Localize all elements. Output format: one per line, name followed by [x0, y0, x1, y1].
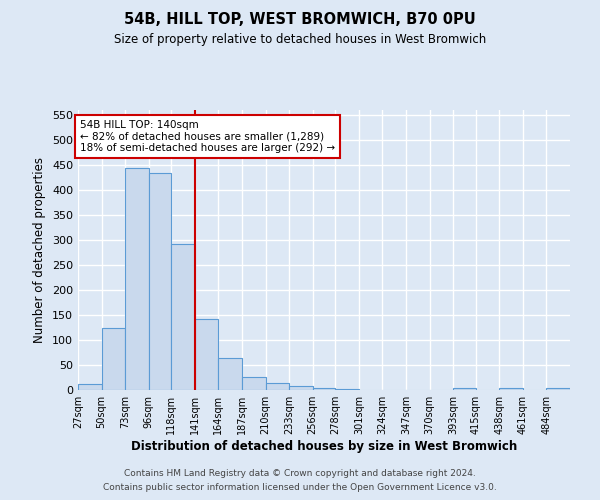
- Text: Contains HM Land Registry data © Crown copyright and database right 2024.: Contains HM Land Registry data © Crown c…: [124, 468, 476, 477]
- Bar: [218, 358, 242, 390]
- Text: 54B HILL TOP: 140sqm
← 82% of detached houses are smaller (1,289)
18% of semi-de: 54B HILL TOP: 140sqm ← 82% of detached h…: [80, 120, 335, 153]
- Y-axis label: Number of detached properties: Number of detached properties: [34, 157, 46, 343]
- X-axis label: Distribution of detached houses by size in West Bromwich: Distribution of detached houses by size …: [131, 440, 517, 453]
- Bar: [149, 172, 171, 390]
- Text: 54B, HILL TOP, WEST BROMWICH, B70 0PU: 54B, HILL TOP, WEST BROMWICH, B70 0PU: [124, 12, 476, 28]
- Bar: [289, 386, 313, 390]
- Bar: [499, 388, 523, 390]
- Bar: [547, 388, 570, 390]
- Bar: [242, 376, 266, 390]
- Bar: [313, 388, 335, 390]
- Bar: [125, 168, 149, 390]
- Bar: [335, 388, 359, 390]
- Bar: [171, 244, 195, 390]
- Bar: [266, 383, 289, 390]
- Bar: [453, 388, 476, 390]
- Bar: [101, 328, 125, 390]
- Text: Contains public sector information licensed under the Open Government Licence v3: Contains public sector information licen…: [103, 484, 497, 492]
- Text: Size of property relative to detached houses in West Bromwich: Size of property relative to detached ho…: [114, 32, 486, 46]
- Bar: [78, 384, 101, 390]
- Bar: [195, 318, 218, 390]
